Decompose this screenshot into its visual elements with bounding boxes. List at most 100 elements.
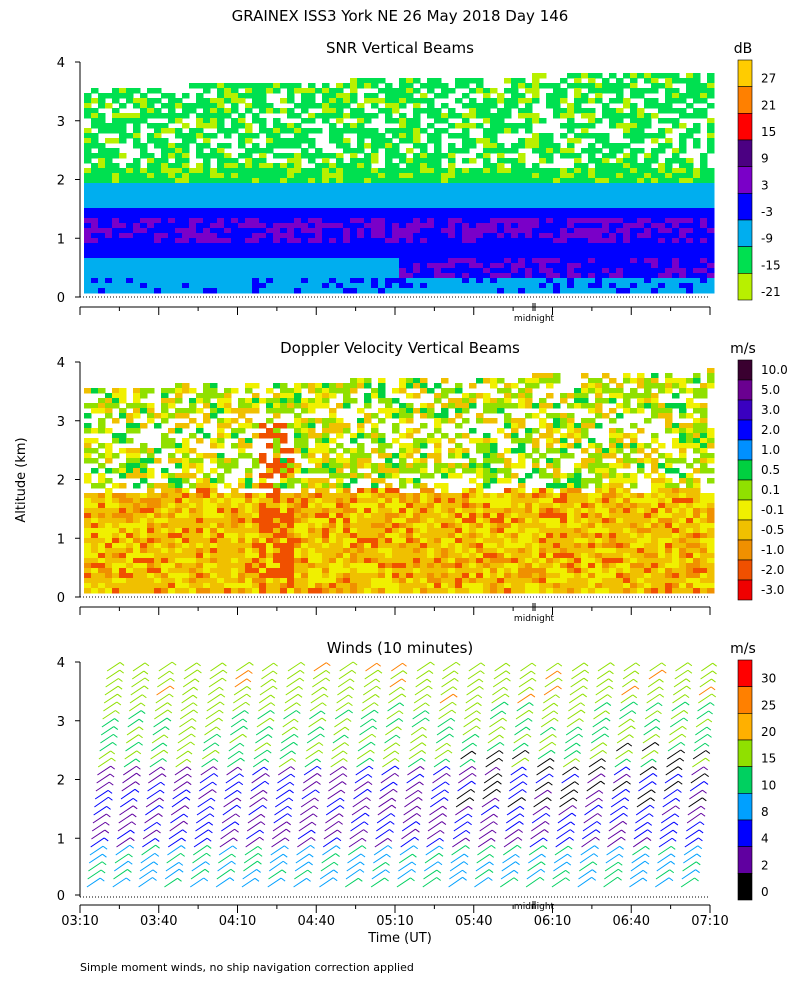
doppler-cell [133, 423, 141, 429]
snr-cell [371, 93, 379, 99]
snr-cell [574, 73, 582, 79]
snr-cell [133, 218, 141, 224]
doppler-cell [287, 408, 295, 414]
snr-cell [560, 133, 568, 139]
doppler-cell [385, 538, 393, 544]
snr-cell [406, 158, 414, 164]
snr-cell [665, 203, 673, 209]
doppler-cell [392, 473, 400, 479]
snr-cell [378, 208, 386, 214]
snr-cell [525, 208, 533, 214]
doppler-cell [350, 378, 358, 384]
doppler-cell [357, 528, 365, 534]
doppler-cell [294, 468, 302, 474]
snr-cell [371, 168, 379, 174]
doppler-cell [238, 413, 246, 419]
doppler-cell [378, 528, 386, 534]
snr-cell [392, 233, 400, 239]
snr-cell [532, 218, 540, 224]
doppler-cell [420, 533, 428, 539]
snr-cell [294, 228, 302, 234]
snr-cell [203, 88, 211, 94]
snr-cell [140, 288, 148, 294]
snr-cell [168, 283, 176, 289]
doppler-cell [413, 498, 421, 504]
snr-cell [588, 98, 596, 104]
snr-cell [476, 278, 484, 284]
doppler-cell [315, 468, 323, 474]
doppler-cell [147, 453, 155, 459]
snr-cell [602, 168, 610, 174]
snr-cell [364, 153, 372, 159]
snr-cell [336, 233, 344, 239]
snr-cell [427, 183, 435, 189]
snr-cell [378, 98, 386, 104]
snr-cell [231, 258, 239, 264]
snr-cell [448, 163, 456, 169]
snr-cell [266, 288, 274, 294]
snr-cell [399, 238, 407, 244]
snr-cell [224, 98, 232, 104]
doppler-cell [371, 518, 379, 524]
snr-cell [511, 283, 519, 289]
snr-cell [343, 83, 351, 89]
snr-cell [707, 178, 715, 184]
doppler-cell [210, 568, 218, 574]
snr-cell [595, 233, 603, 239]
snr-cell [455, 98, 463, 104]
snr-cell [700, 238, 708, 244]
doppler-cell [287, 533, 295, 539]
snr-cell [350, 208, 358, 214]
snr-cell [315, 253, 323, 259]
snr-cell [644, 153, 652, 159]
snr-cell [196, 228, 204, 234]
doppler-cell [385, 503, 393, 509]
doppler-cell [210, 513, 218, 519]
doppler-cell [350, 513, 358, 519]
doppler-cell [182, 538, 190, 544]
doppler-cell [385, 413, 393, 419]
snr-cell [448, 263, 456, 269]
doppler-cell [315, 578, 323, 584]
doppler-cell [105, 558, 113, 564]
colorbar-swatch [737, 86, 753, 114]
snr-cell [693, 238, 701, 244]
snr-cell [427, 208, 435, 214]
doppler-cell [210, 508, 218, 514]
snr-cell [399, 153, 407, 159]
snr-cell [434, 243, 442, 249]
snr-cell [147, 203, 155, 209]
doppler-cell [168, 388, 176, 394]
snr-cell [644, 73, 652, 79]
doppler-cell [98, 483, 106, 489]
doppler-cell [378, 583, 386, 589]
doppler-cell [91, 518, 99, 524]
snr-cell [511, 218, 519, 224]
snr-cell [231, 163, 239, 169]
doppler-cell [301, 508, 309, 514]
doppler-cell [378, 558, 386, 564]
snr-cell [623, 203, 631, 209]
snr-cell [434, 288, 442, 294]
snr-cell [497, 163, 505, 169]
snr-cell [434, 248, 442, 254]
doppler-cell [378, 468, 386, 474]
doppler-cell [224, 408, 232, 414]
doppler-cell [322, 508, 330, 514]
snr-cell [644, 123, 652, 129]
snr-cell [140, 183, 148, 189]
doppler-cell [399, 493, 407, 499]
snr-cell [175, 203, 183, 209]
snr-cell [147, 98, 155, 104]
snr-cell [441, 203, 449, 209]
snr-cell [448, 108, 456, 114]
snr-cell [448, 268, 456, 274]
doppler-cell [252, 583, 260, 589]
snr-cell [350, 268, 358, 274]
snr-cell [231, 233, 239, 239]
snr-cell [154, 288, 162, 294]
doppler-cell [168, 568, 176, 574]
snr-cell [350, 258, 358, 264]
snr-cell [385, 98, 393, 104]
doppler-cell [378, 478, 386, 484]
